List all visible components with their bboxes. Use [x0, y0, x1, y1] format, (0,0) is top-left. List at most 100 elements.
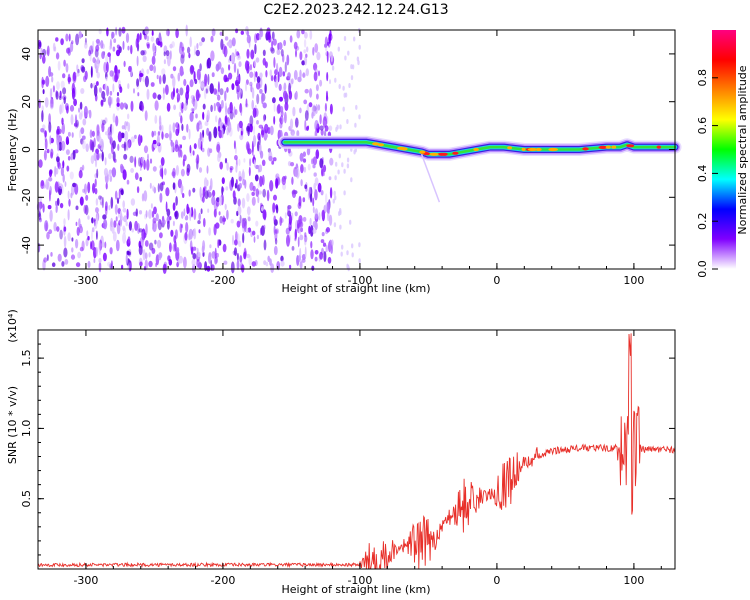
noise-blob	[297, 76, 302, 83]
noise-blob	[249, 81, 253, 87]
noise-blob	[142, 55, 147, 63]
noise-blob	[220, 99, 224, 109]
noise-blob	[95, 38, 100, 44]
noise-blob	[255, 164, 260, 170]
noise-blob	[284, 102, 289, 111]
noise-blob	[186, 123, 189, 133]
noise-blob	[304, 110, 309, 121]
noise-blob	[120, 189, 124, 196]
noise-blob	[159, 192, 163, 203]
noise-blob	[257, 196, 260, 204]
noise-blob	[190, 107, 195, 112]
noise-blob	[172, 76, 176, 88]
noise-blob	[236, 55, 241, 61]
noise-blob	[127, 264, 130, 270]
noise-blob	[179, 223, 183, 234]
noise-blob	[118, 84, 122, 90]
noise-blob	[56, 156, 60, 163]
x-tick-label: 100	[623, 574, 644, 587]
noise-blob	[138, 210, 143, 215]
noise-blob	[178, 144, 182, 152]
noise-blob	[119, 210, 122, 217]
noise-blob	[282, 53, 285, 63]
noise-blob	[164, 132, 169, 139]
noise-blob	[234, 109, 238, 115]
noise-blob	[326, 50, 329, 63]
noise-blob	[141, 102, 144, 112]
noise-blob	[251, 196, 256, 206]
noise-blob	[315, 149, 320, 160]
noise-blob	[303, 166, 307, 173]
ridge-peak	[397, 146, 406, 150]
noise-blob	[190, 206, 194, 218]
noise-blob	[84, 42, 88, 49]
noise-blob	[71, 40, 74, 45]
noise-blob	[105, 201, 108, 212]
noise-blob	[333, 190, 336, 196]
noise-blob	[79, 223, 82, 229]
noise-blob	[40, 128, 45, 133]
noise-blob	[252, 230, 256, 236]
noise-blob	[213, 126, 218, 139]
noise-blob	[74, 183, 79, 195]
noise-blob	[350, 177, 353, 183]
noise-blob	[267, 31, 271, 41]
noise-blob	[207, 57, 212, 69]
noise-blob	[145, 210, 148, 218]
noise-blob	[42, 203, 45, 213]
noise-blob	[166, 208, 171, 217]
noise-blob	[294, 168, 299, 178]
noise-blob	[236, 252, 239, 262]
noise-blob	[114, 190, 118, 200]
noise-blob	[346, 157, 350, 163]
noise-blob	[236, 259, 240, 271]
noise-blob	[117, 143, 120, 151]
noise-blob	[230, 218, 234, 224]
noise-blob	[222, 243, 227, 253]
noise-blob	[43, 257, 48, 263]
noise-blob	[303, 39, 307, 48]
noise-blob	[334, 195, 337, 201]
noise-blob	[125, 253, 128, 265]
snr-panel: -300 -200 -100 0 100 0.5 1.0 1.5 Height of stra…	[6, 309, 676, 596]
noise-blob	[232, 234, 234, 246]
noise-blob	[115, 115, 119, 127]
noise-blob	[121, 125, 126, 130]
noise-blob	[252, 134, 257, 147]
colorbar-tick-label: 0.2	[696, 212, 709, 230]
noise-blob	[130, 100, 134, 112]
noise-blob	[146, 159, 150, 171]
ridge-peak	[452, 151, 459, 155]
noise-blob	[258, 164, 263, 173]
ridge-peak	[419, 150, 426, 154]
noise-blob	[188, 128, 191, 140]
noise-blob	[56, 81, 60, 91]
noise-blob	[262, 188, 267, 198]
noise-blob	[230, 261, 235, 274]
noise-blob	[300, 179, 303, 187]
noise-blob	[53, 221, 57, 232]
noise-blob	[258, 136, 261, 145]
noise-blob	[207, 73, 210, 86]
noise-blob	[255, 33, 260, 41]
noise-blob	[187, 46, 191, 54]
noise-blob	[199, 124, 203, 130]
noise-blob	[317, 182, 322, 193]
noise-blob	[259, 175, 263, 187]
noise-blob	[102, 214, 107, 220]
noise-blob	[208, 227, 212, 236]
noise-blob	[138, 228, 143, 233]
noise-blob	[166, 55, 169, 60]
noise-blob	[246, 48, 250, 59]
noise-blob	[311, 265, 315, 271]
noise-blob	[207, 208, 210, 213]
noise-blob	[328, 176, 332, 181]
noise-blob	[270, 75, 274, 82]
noise-blob	[260, 150, 264, 159]
noise-blob	[125, 221, 128, 227]
noise-blob	[179, 149, 183, 158]
noise-blob	[312, 206, 315, 213]
noise-blob	[96, 81, 99, 86]
noise-blob	[74, 114, 78, 126]
noise-blob	[245, 227, 249, 234]
